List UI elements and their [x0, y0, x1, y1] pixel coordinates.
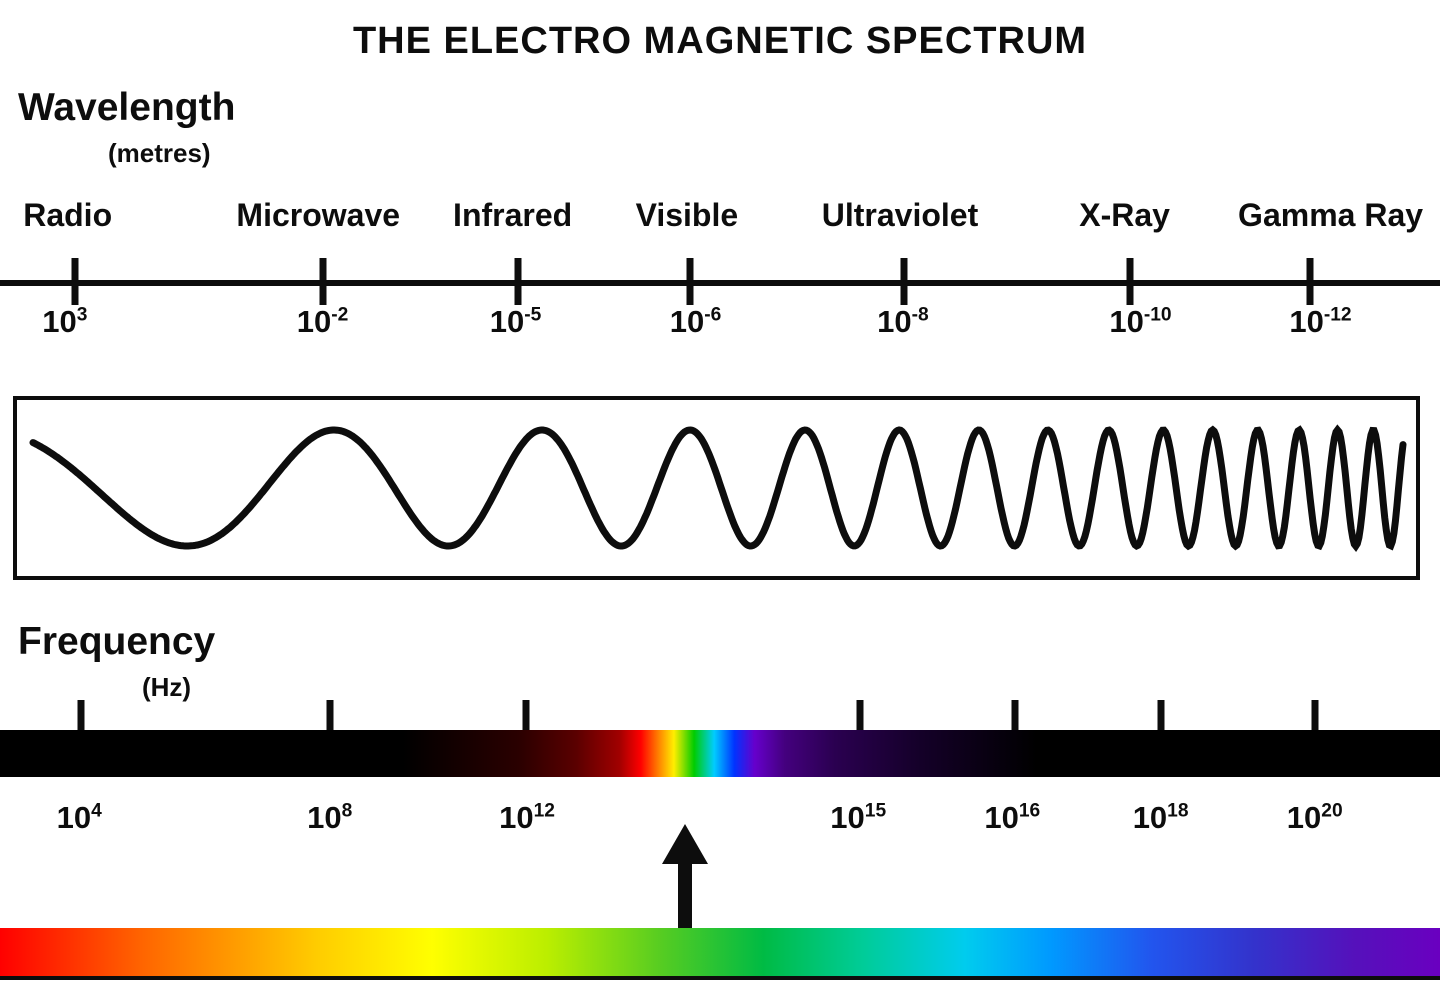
value-exponent: 20 — [1321, 800, 1343, 822]
value-base: 10 — [669, 304, 705, 339]
band-label-microwave: Microwave — [236, 197, 401, 233]
wavelength-axis-label: Wavelength — [18, 86, 236, 129]
wavelength-value-microwave: 10-2 — [297, 304, 349, 340]
frequency-tick-6 — [1157, 700, 1165, 731]
value-exponent: -10 — [1143, 304, 1172, 326]
frequency-tick-3 — [522, 700, 530, 731]
wavelength-axis-unit: (metres) — [108, 138, 211, 168]
value-exponent: -2 — [331, 304, 349, 326]
value-base: 10 — [1289, 304, 1324, 339]
frequency-tick-2 — [326, 700, 334, 731]
wavelength-tick-visible — [686, 258, 694, 305]
value-base: 10 — [1286, 800, 1322, 835]
value-exponent: 18 — [1167, 800, 1189, 822]
visible-spectrum-rainbow-bar — [0, 928, 1440, 980]
value-base: 10 — [296, 304, 332, 339]
value-exponent: 12 — [533, 800, 555, 822]
frequency-axis-unit: (Hz) — [142, 672, 192, 702]
frequency-tick-7 — [1311, 700, 1319, 731]
wavelength-value-xray: 10-10 — [1109, 304, 1171, 340]
wavelength-value-infrared: 10-5 — [490, 304, 542, 340]
value-exponent: -12 — [1323, 304, 1352, 326]
value-exponent: 4 — [91, 800, 102, 822]
value-base: 10 — [42, 304, 77, 339]
value-base: 10 — [307, 800, 342, 835]
band-label-gammaray: Gamma Ray — [1238, 197, 1424, 233]
frequency-tick-5 — [1011, 700, 1019, 731]
wavelength-tick-microwave — [319, 258, 327, 305]
value-base: 10 — [984, 800, 1019, 835]
frequency-axis-label: Frequency — [18, 620, 216, 663]
frequency-value-6: 1018 — [1133, 800, 1189, 836]
wavelength-value-radio: 103 — [42, 304, 87, 340]
band-label-infrared: Infrared — [453, 197, 573, 233]
value-exponent: 3 — [76, 304, 88, 326]
frequency-value-3: 1012 — [499, 800, 555, 836]
frequency-spectrum-bar — [0, 730, 1440, 777]
band-label-visible: Visible — [635, 197, 739, 233]
value-exponent: -8 — [911, 304, 929, 326]
wavelength-tick-xray — [1126, 258, 1134, 305]
value-exponent: 15 — [864, 800, 887, 822]
band-label-radio: Radio — [23, 197, 113, 233]
wavelength-tick-infrared — [514, 258, 522, 305]
frequency-value-1: 104 — [57, 800, 102, 836]
value-exponent: -6 — [704, 304, 722, 326]
value-exponent: -5 — [524, 304, 542, 326]
wavelength-value-visible: 10-6 — [670, 304, 722, 340]
frequency-value-4: 1015 — [830, 800, 886, 836]
value-base: 10 — [1132, 800, 1168, 835]
band-label-ultraviolet: Ultraviolet — [821, 197, 979, 233]
band-label-xray: X-Ray — [1079, 197, 1170, 233]
value-base: 10 — [1109, 304, 1144, 339]
wavelength-axis-line — [0, 280, 1440, 286]
frequency-value-5: 1016 — [984, 800, 1040, 836]
frequency-tick-4 — [856, 700, 864, 731]
chirp-wave-path — [29, 424, 1407, 552]
chirp-wave-svg — [29, 424, 1407, 552]
value-exponent: 16 — [1018, 800, 1041, 822]
value-base: 10 — [489, 304, 525, 339]
arrow-head-icon — [662, 824, 708, 864]
wavelength-tick-ultraviolet — [900, 258, 908, 305]
value-base: 10 — [56, 800, 92, 835]
arrow-shaft — [678, 860, 692, 928]
wavelength-tick-gammaray — [1306, 258, 1314, 305]
frequency-value-2: 108 — [307, 800, 352, 836]
value-base: 10 — [499, 800, 534, 835]
value-base: 10 — [830, 800, 865, 835]
value-base: 10 — [877, 304, 912, 339]
wavelength-tick-radio — [71, 258, 79, 305]
value-exponent: 8 — [341, 800, 353, 822]
frequency-value-7: 1020 — [1287, 800, 1343, 836]
wave-illustration-box — [13, 396, 1420, 580]
frequency-tick-1 — [77, 700, 85, 731]
wavelength-value-ultraviolet: 10-8 — [877, 304, 929, 340]
page-title: THE ELECTRO MAGNETIC SPECTRUM — [352, 20, 1088, 62]
wavelength-value-gammaray: 10-12 — [1289, 304, 1351, 340]
